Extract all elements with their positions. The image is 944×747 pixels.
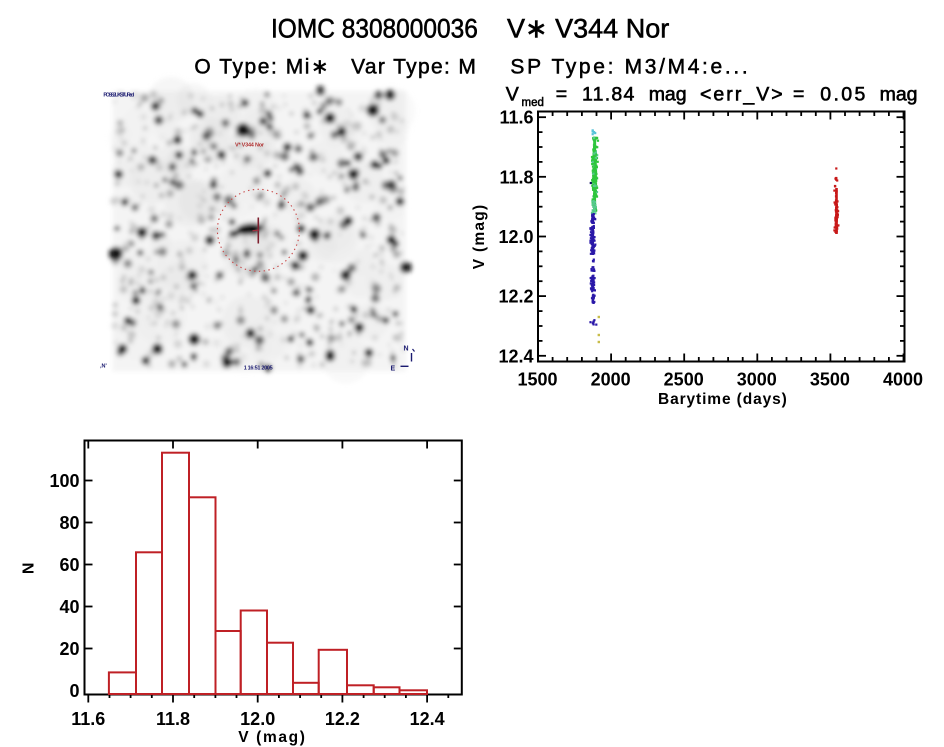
svg-text:11.6: 11.6: [71, 709, 105, 729]
svg-text:12.4: 12.4: [410, 709, 445, 729]
svg-text:12.4: 12.4: [498, 346, 533, 366]
svg-text:3500: 3500: [810, 369, 850, 389]
svg-text:3000: 3000: [737, 369, 777, 389]
svg-text:80: 80: [59, 513, 79, 533]
svg-text:0: 0: [69, 681, 79, 701]
svg-text:12.0: 12.0: [240, 709, 275, 729]
svg-text:12.0: 12.0: [498, 227, 533, 247]
svg-text:POSS2UKSTU Red: POSS2UKSTU Red: [103, 93, 134, 99]
svg-text:mag: mag: [880, 83, 918, 105]
svg-text:11.6: 11.6: [499, 108, 533, 128]
svg-text:12.2: 12.2: [325, 709, 360, 729]
svg-text:med: med: [522, 97, 544, 109]
svg-text:12.2: 12.2: [498, 287, 533, 307]
svg-text:Barytime (days): Barytime (days): [658, 391, 787, 408]
svg-text:,N': ,N': [100, 364, 108, 370]
svg-text:1500: 1500: [517, 369, 557, 389]
svg-text:V (mag): V (mag): [238, 729, 305, 746]
svg-text:V∗ V344 Nor: V∗ V344 Nor: [507, 14, 669, 44]
svg-text:N: N: [404, 346, 409, 353]
svg-text:2000: 2000: [591, 369, 631, 389]
svg-text:SP Type: M3/M4:e...: SP Type: M3/M4:e...: [510, 55, 747, 78]
svg-text:2500: 2500: [664, 369, 704, 389]
svg-text:40: 40: [59, 597, 79, 617]
svg-text:11.8: 11.8: [156, 709, 190, 729]
svg-text:V: V: [506, 83, 519, 105]
svg-text:N: N: [21, 563, 38, 575]
svg-text:11.8: 11.8: [499, 167, 533, 187]
svg-text:mag: mag: [649, 83, 687, 105]
svg-text:V (mag): V (mag): [471, 205, 488, 269]
svg-text:O Type: Mi∗: O Type: Mi∗: [194, 55, 328, 78]
svg-text:20: 20: [59, 639, 79, 659]
svg-text:4000: 4000: [883, 369, 923, 389]
svg-text:=: =: [556, 83, 567, 105]
svg-text:60: 60: [59, 555, 79, 575]
svg-text:IOMC 8308000036: IOMC 8308000036: [271, 15, 478, 44]
svg-text:1 16:51 2005: 1 16:51 2005: [244, 366, 273, 372]
svg-text:11.84: 11.84: [582, 83, 635, 105]
svg-text:=: =: [793, 83, 804, 105]
svg-text:0.05: 0.05: [820, 83, 865, 105]
svg-text:E: E: [391, 366, 396, 373]
svg-text:Var Type: M: Var Type: M: [351, 55, 476, 78]
svg-text:100: 100: [49, 471, 79, 491]
svg-text:V* V344 Nor: V* V344 Nor: [235, 143, 265, 149]
